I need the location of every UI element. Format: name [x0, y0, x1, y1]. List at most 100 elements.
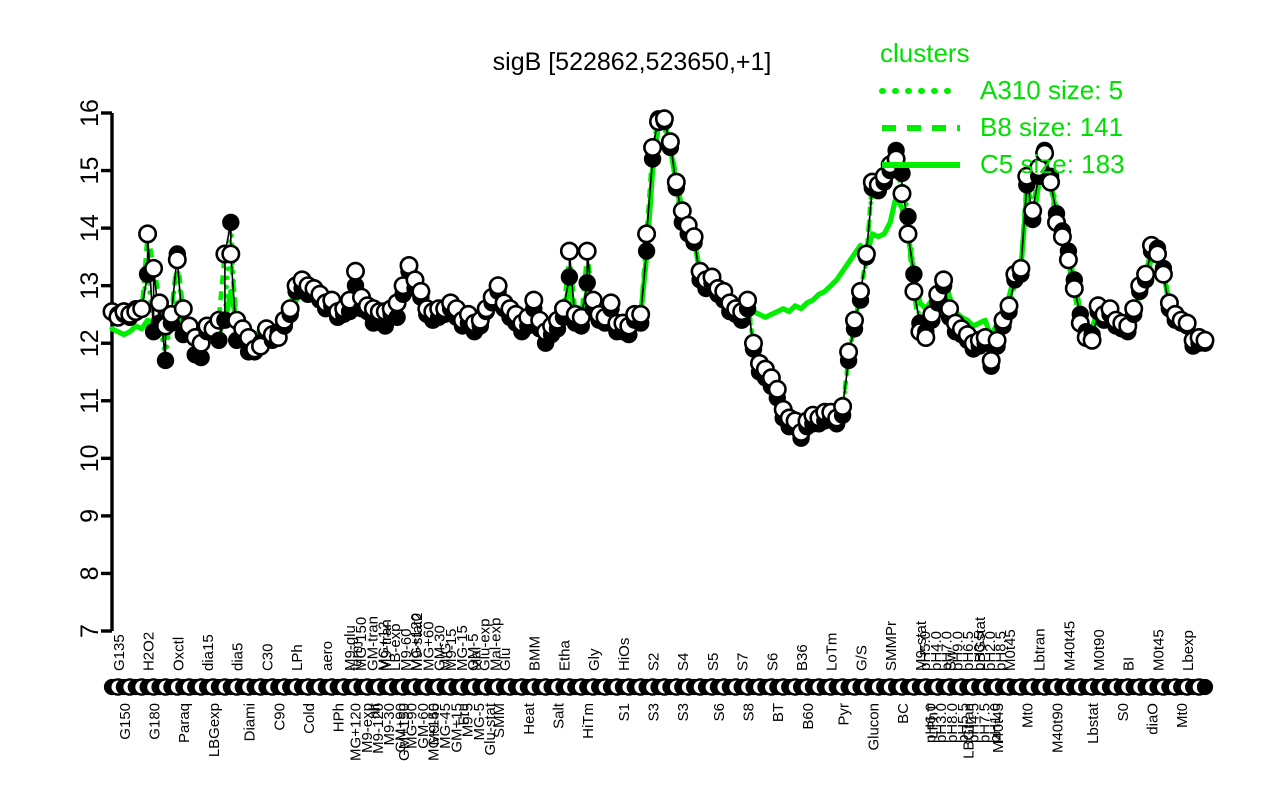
- x-axis-label-top: pH5.0: [917, 631, 934, 671]
- legend-item-label[interactable]: B8 size: 141: [980, 112, 1123, 142]
- x-axis-label-top: MG-15: [454, 625, 471, 671]
- data-point-open: [1064, 278, 1084, 298]
- legend-item-label[interactable]: A310 size: 5: [980, 75, 1123, 105]
- x-axis-label-top: SMMPr: [883, 621, 900, 671]
- x-axis-label-bottom: MG+150: [426, 703, 443, 761]
- x-axis-label-top: Lbtran: [1032, 628, 1049, 671]
- data-point-open: [1082, 330, 1102, 350]
- x-axis-label-bottom: Pyr: [836, 703, 853, 726]
- x-axis-label-bottom: Heat: [521, 702, 538, 735]
- x-axis-label-bottom: GM+150: [396, 703, 413, 761]
- data-point-filled: [222, 213, 240, 232]
- data-point-open: [144, 258, 164, 278]
- data-point-open: [637, 224, 657, 244]
- x-axis-label-bottom: LPhT: [925, 703, 942, 739]
- x-axis-label-top: M9-glu: [342, 625, 359, 671]
- x-axis-label-bottom: M9-45: [426, 703, 443, 746]
- x-axis-label-top: Lbexp: [1180, 630, 1197, 671]
- data-point-open: [221, 244, 241, 264]
- x-axis-label-bottom: Cold: [301, 703, 318, 734]
- data-point-open: [1011, 258, 1031, 278]
- data-point-open: [999, 296, 1019, 316]
- data-point-open: [738, 290, 758, 310]
- data-point-open: [850, 281, 870, 301]
- data-point-open: [1023, 201, 1043, 221]
- y-axis-tick-label: 12: [76, 329, 104, 357]
- x-axis-label-top: M0t45: [1002, 629, 1019, 671]
- x-axis-label-bottom: S6: [711, 703, 728, 721]
- x-axis-label-top: MG+12: [376, 621, 393, 671]
- x-axis-label-bottom: Glu-stat: [482, 702, 499, 755]
- x-axis-label-bottom: GM+90: [392, 703, 409, 753]
- legend-title: clusters: [880, 38, 970, 68]
- x-axis-label-bottom: S0: [1115, 703, 1132, 721]
- x-axis-label-top: dia15: [200, 634, 217, 671]
- x-axis-label-top: Sw: [943, 650, 960, 671]
- x-axis-label-bottom: LBGtran: [960, 703, 977, 759]
- x-axis-label-top: aero: [319, 641, 336, 671]
- x-axis-label-top: BI: [1121, 657, 1138, 671]
- x-axis-label-bottom: pH7.5: [976, 703, 993, 743]
- x-axis-label-bottom: GM-60: [415, 703, 432, 749]
- y-axis-tick-label: 15: [76, 157, 104, 185]
- x-axis-label-top: M0t45: [1150, 629, 1167, 671]
- x-axis-label-top: GM-tran: [364, 616, 381, 671]
- data-point-filled: [637, 242, 656, 260]
- x-axis-label-bottom: C90: [271, 703, 288, 731]
- x-axis-label-bottom: M9-5: [460, 703, 477, 737]
- x-axis-label-top: LBGstat: [972, 616, 989, 671]
- data-point-filled: [899, 207, 917, 226]
- data-point-open: [488, 276, 508, 296]
- data-point-open: [1058, 250, 1078, 270]
- x-axis-label-top: GM-30: [432, 625, 449, 671]
- data-series-group: [102, 109, 1215, 447]
- x-axis-label-bottom: S3: [675, 703, 692, 721]
- data-point-open: [904, 281, 924, 301]
- data-point-filled: [210, 331, 228, 349]
- x-axis-label-bottom: Fru: [455, 703, 472, 726]
- y-axis-tick-label: 7: [76, 624, 104, 638]
- x-axis-label-bottom: Salt: [551, 702, 568, 729]
- x-axis-label-bottom: BT: [770, 703, 787, 722]
- data-point-open: [1195, 330, 1215, 350]
- x-axis-label-bottom: M40t90: [1049, 703, 1066, 753]
- data-point-filled: [560, 268, 579, 286]
- data-point-open: [856, 244, 876, 264]
- x-axis-label-top: LB-exp: [387, 623, 404, 671]
- data-point-open: [411, 281, 431, 301]
- x-axis-label-top: M/G: [438, 643, 455, 671]
- data-point-open: [934, 270, 954, 290]
- x-axis-label-top: GM-5: [465, 634, 482, 672]
- y-axis-tick-label: 16: [76, 99, 104, 127]
- x-axis-label-bottom: diaO: [1145, 703, 1162, 735]
- x-axis-label-top: ferm: [349, 641, 366, 671]
- x-axis-label-top: Glu: [497, 648, 514, 671]
- x-axis-label-top: S7: [735, 653, 752, 671]
- x-axis-label-top: C30: [259, 643, 276, 671]
- legend[interactable]: clusters A310 size: 5 B8 size: 141 C5 size:…: [879, 38, 1125, 179]
- x-axis-label-bottom: pH3.0: [933, 703, 950, 743]
- legend-item-label[interactable]: C5 size: 183: [980, 149, 1125, 179]
- x-axis-label-top: M9-stat: [913, 620, 930, 671]
- x-axis-label-bottom: SMM: [491, 703, 508, 738]
- data-point-open: [1041, 172, 1061, 192]
- data-point-open: [844, 310, 864, 330]
- x-axis-label-bottom: pH6.0: [922, 703, 939, 743]
- x-axis-label-top: H2O2: [141, 632, 158, 671]
- data-point-open: [898, 224, 918, 244]
- data-point-open: [601, 293, 621, 313]
- y-axis-tick-label: 9: [76, 509, 104, 523]
- y-axis: 7 8 9 10 11 12 13 14 15 16: [76, 99, 114, 638]
- x-axis-label-top: G135: [111, 634, 128, 671]
- x-axis-label-top: S2: [646, 653, 663, 671]
- x-axis-label-top: pH6.5: [960, 631, 977, 671]
- x-axis-label-top: pH3.5: [971, 631, 988, 671]
- data-point-open: [559, 241, 579, 261]
- x-axis-label-bottom: pH8.0: [944, 703, 961, 743]
- x-axis-label-bottom: Diami: [242, 703, 259, 741]
- x-axis-label-top: Mal: [467, 647, 484, 671]
- x-axis-label-top: Gly: [586, 648, 603, 671]
- x-axis-label-bottom: S8: [741, 703, 758, 721]
- x-axis-label-bottom: GM+15: [448, 703, 465, 753]
